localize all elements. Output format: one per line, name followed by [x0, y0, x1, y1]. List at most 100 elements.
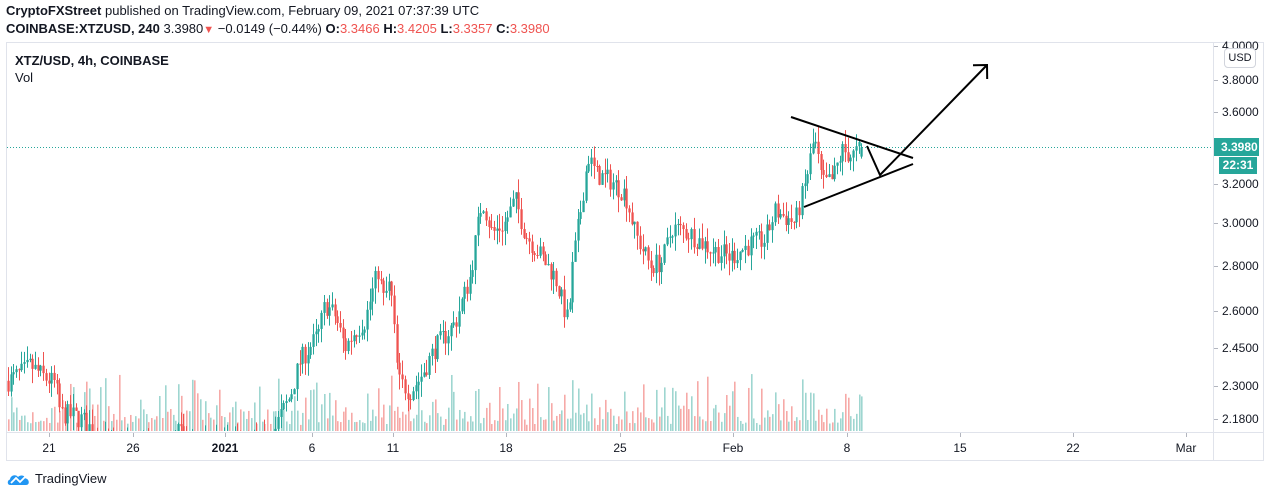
candle-body — [428, 356, 431, 375]
candle-body — [560, 289, 563, 297]
volume-bar — [27, 422, 29, 431]
volume-bar — [691, 396, 693, 431]
volume-bar — [591, 393, 593, 431]
volume-bar — [718, 412, 720, 431]
time-tick — [960, 433, 961, 437]
volume-bar — [76, 422, 78, 431]
candle-body — [682, 225, 685, 230]
candle-body — [469, 276, 472, 294]
volume-bar — [143, 409, 145, 431]
volume-bar — [734, 381, 736, 431]
volume-bar — [837, 422, 839, 431]
volume-bar — [494, 420, 496, 431]
candle-body — [474, 235, 477, 271]
volume-bar — [516, 408, 518, 431]
volume-bar — [559, 414, 561, 431]
volume-bar — [740, 420, 742, 431]
candle-body — [398, 362, 401, 375]
candle-body — [420, 376, 423, 382]
volume-bar — [426, 423, 428, 431]
volume-bar — [437, 413, 439, 431]
candle-body — [609, 169, 612, 190]
volume-bar — [332, 415, 334, 431]
candle-body — [366, 309, 369, 330]
volume-bar — [518, 381, 520, 431]
volume-bar — [570, 418, 572, 431]
candle-body — [61, 407, 64, 409]
candle-body — [58, 383, 61, 408]
volume-bar — [769, 416, 771, 431]
volume-bar — [778, 404, 780, 431]
volume-bar — [572, 380, 574, 431]
candle-body — [847, 152, 850, 162]
volume-bar — [408, 395, 410, 431]
candle-body — [839, 161, 842, 163]
volume-bar — [661, 407, 663, 431]
candle-body — [377, 270, 380, 280]
volume-bar — [780, 420, 782, 431]
candle-body — [723, 244, 726, 257]
volume-bar — [632, 411, 634, 431]
volume-bar — [764, 417, 766, 431]
volume-bar — [213, 419, 215, 431]
volume-bar — [826, 408, 828, 431]
candle-body — [831, 174, 834, 180]
volume-bar — [327, 418, 329, 431]
volume-bar — [232, 407, 234, 431]
time-tick-label: Feb — [722, 441, 744, 455]
volume-bar — [688, 409, 690, 431]
tradingview-brand[interactable]: TradingView — [7, 471, 107, 486]
price-change: −0.0149 (−0.44%) — [217, 21, 322, 36]
volume-bar — [842, 412, 844, 431]
candle-body — [539, 246, 542, 256]
candle-body — [80, 414, 83, 428]
projected-breakout-arrow — [866, 64, 988, 177]
volume-bar — [524, 419, 526, 431]
candle-body — [725, 244, 728, 254]
candle-body — [56, 379, 59, 384]
volume-bar — [432, 401, 434, 431]
candle-body — [793, 221, 796, 223]
volume-bar — [456, 419, 458, 431]
candle-body — [34, 364, 37, 369]
volume-bar — [678, 405, 680, 431]
volume-bar — [467, 421, 469, 431]
candle-body — [385, 290, 388, 293]
volume-bar — [46, 417, 48, 431]
volume-bar — [308, 419, 310, 431]
volume-bar — [578, 388, 580, 431]
candle-body — [666, 237, 669, 245]
candle-body — [331, 304, 334, 308]
candle-body — [658, 254, 661, 273]
currency-button[interactable]: USD — [1224, 48, 1256, 68]
volume-bar — [640, 412, 642, 431]
time-tick-label: 21 — [42, 441, 56, 455]
volume-bar — [599, 407, 601, 431]
candle-body — [674, 224, 677, 237]
candle-body — [347, 340, 350, 352]
candle-body — [185, 432, 187, 451]
candle-body — [412, 391, 415, 400]
candle-body — [466, 286, 469, 294]
candle-body — [844, 144, 847, 153]
time-tick-label: 22 — [1066, 441, 1080, 455]
price-tick-label: 2.8000 — [1222, 259, 1259, 273]
volume-bar — [637, 407, 639, 431]
candle-body — [563, 289, 566, 318]
volume-bar — [521, 400, 523, 431]
volume-bar — [391, 375, 393, 431]
candle-body — [404, 379, 407, 394]
volume-bar — [537, 383, 539, 431]
price-tick — [1214, 112, 1218, 113]
volume-bar — [19, 419, 21, 431]
volume-bar — [618, 416, 620, 431]
volume-bar — [410, 421, 412, 431]
volume-bar — [189, 411, 191, 431]
volume-bar — [32, 412, 34, 431]
last-price: 3.3980 — [163, 21, 204, 36]
high-label: H: — [383, 21, 398, 36]
volume-bar — [526, 424, 528, 431]
volume-bar — [208, 413, 210, 431]
volume-bar — [513, 413, 515, 431]
